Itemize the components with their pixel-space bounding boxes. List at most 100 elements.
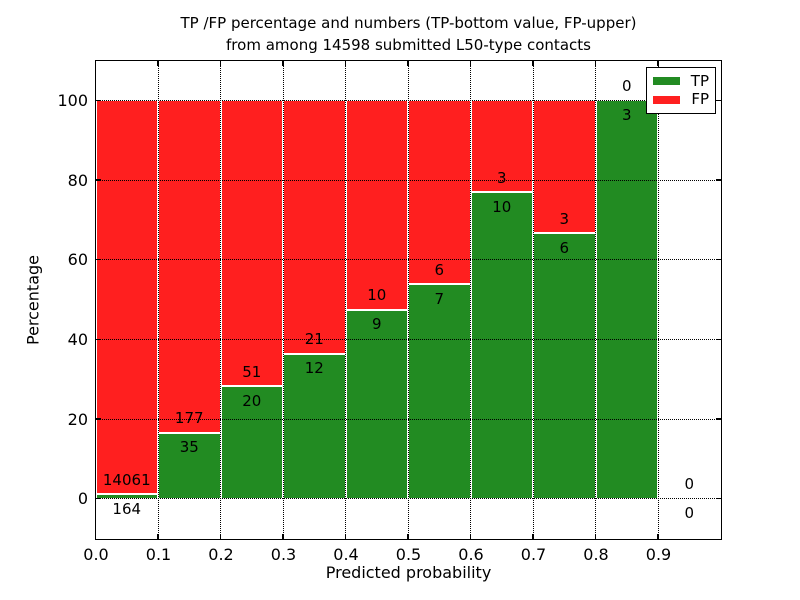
y-tick [95,179,101,181]
bar-count-label-fp: 3 [559,209,570,228]
y-tick [95,497,101,500]
x-tick [157,533,159,539]
y-tick [95,418,101,420]
bar-count-label-tp: 35 [179,438,199,457]
x-tick [469,533,472,539]
bar-count-label-tp: 10 [492,197,512,216]
x-tick-top [469,60,472,66]
x-tick-top [219,60,222,66]
y-tick [95,258,101,261]
bar-segment-fp [533,100,596,234]
bar-segment-tp [408,284,471,499]
y-tick-right [715,497,721,500]
x-tick [594,533,597,539]
bar-segment-fp [408,100,471,285]
legend-entry-fp: FP [653,92,709,107]
y-tick-right [715,99,721,102]
y-tick-right [715,338,721,341]
x-gridline [220,60,221,539]
x-gridline [282,60,284,539]
x-axis-label: Predicted probability [325,563,492,582]
x-gridline [595,60,596,539]
bar-count-label-fp: 3 [496,168,507,187]
x-tick [657,533,659,539]
x-tick-label: 0.2 [208,545,234,564]
x-tick-label: 0.8 [583,545,609,564]
bar-count-label-tp: 0 [684,504,695,523]
y-tick-label: 20 [67,409,88,429]
x-tick [344,533,347,539]
bar-count-label-fp: 177 [174,409,204,428]
chart-title: TP /FP percentage and numbers (TP-bottom… [96,12,721,56]
x-gridline [470,60,471,539]
bar-segment-tp [470,192,533,499]
bar-count-label-fp: 10 [367,286,387,305]
y-tick-right [715,418,721,420]
y-tick-label: 80 [67,170,88,190]
y-gridline [95,179,721,181]
x-tick [532,533,534,539]
y-gridline [95,498,721,500]
y-tick-label: 100 [57,90,88,110]
x-gridline [657,60,659,539]
x-tick-label: 0.5 [395,545,422,564]
bar-count-label-tp: 9 [371,315,382,334]
x-tick-top [157,60,159,66]
x-tick-top [657,60,659,66]
bar-segment-fp [283,100,346,354]
bar-count-label-fp: 0 [684,475,695,494]
chart-title-line2: from among 14598 submitted L50-type cont… [226,36,591,54]
bar-segment-tp [595,100,658,499]
y-tick-label: 40 [67,329,88,349]
x-tick-top [407,60,409,66]
x-tick [219,533,222,539]
x-gridline [407,60,409,539]
plot-area: 14061 164 177 35 51 20 21 12 10 9 6 7 3 10 3 6 0 3 0 0 [94,59,722,540]
y-tick-label: 60 [67,250,88,270]
legend-swatch-tp [653,77,680,86]
x-gridline [532,60,534,539]
x-tick-label: 0.3 [270,545,297,564]
x-tick-label: 0.0 [83,545,109,564]
legend-label-fp: FP [691,90,709,109]
bar-count-label-tp: 3 [621,105,632,124]
bar-count-label-fp: 51 [242,362,262,381]
y-gridline [95,259,721,261]
bar-count-label-fp: 21 [304,330,324,349]
x-tick [407,533,409,539]
bar-count-label-tp: 164 [112,499,142,518]
bar-segment-fp [220,100,283,387]
x-gridline [345,60,346,539]
x-tick [282,533,284,539]
bar-count-label-tp: 20 [242,391,262,410]
x-tick-label: 0.9 [645,545,672,564]
x-tick-top [594,60,597,66]
bar-segment-fp [158,100,221,433]
bar-count-label-tp: 12 [304,359,324,378]
legend: TP FP [646,67,716,114]
y-gridline [95,418,721,420]
bar-segment-fp [345,100,408,310]
bar-count-label-fp: 6 [434,260,445,279]
x-gridline [157,60,159,539]
y-tick [95,338,101,341]
x-tick-label: 0.7 [520,545,547,564]
bar-count-label-tp: 7 [434,289,445,308]
y-tick-label: 0 [77,489,88,509]
bar-segment-fp [95,100,158,495]
legend-swatch-fp [653,95,681,104]
legend-entry-tp: TP [653,73,709,89]
bar-count-label-fp: 0 [621,76,632,95]
x-tick-top [532,60,534,66]
x-tick-top [344,60,347,66]
bar-segment-tp [533,233,596,499]
y-gridline [95,338,721,340]
x-tick-label: 0.6 [458,545,484,564]
bar-count-label-fp: 14061 [102,470,151,489]
x-tick-label: 0.4 [333,545,359,564]
y-tick-right [715,258,721,261]
y-gridline [95,99,721,101]
bar-count-label-tp: 6 [559,238,570,257]
x-tick-top [282,60,284,66]
